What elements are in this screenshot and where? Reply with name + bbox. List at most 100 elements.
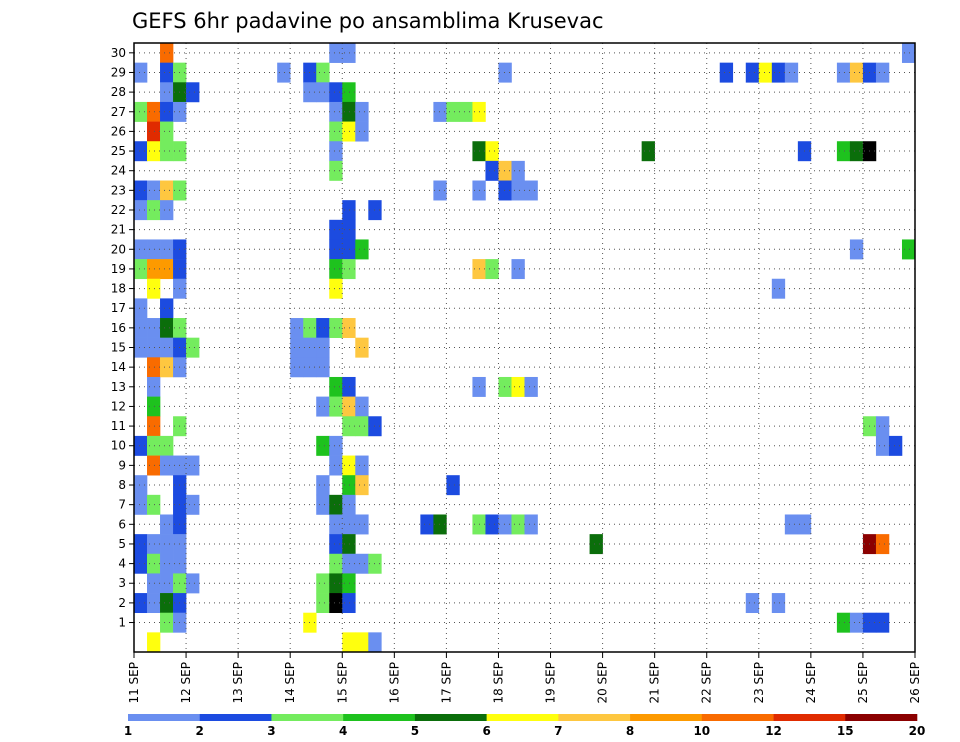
heatmap-cell [147, 573, 161, 594]
chart-title: GEFS 6hr padavine po ansamblima Krusevac [132, 9, 604, 33]
heatmap-cell [316, 435, 330, 456]
y-tick-label: 30 [111, 46, 126, 60]
heatmap-cell [160, 259, 174, 280]
heatmap-cell [160, 573, 174, 594]
heatmap-cell [316, 337, 330, 358]
heatmap-cell [342, 514, 356, 535]
heatmap-cell [147, 200, 161, 221]
heatmap-cell [147, 259, 161, 280]
heatmap-cell [160, 553, 174, 574]
x-tick-label: 14 SEP [283, 662, 297, 704]
heatmap-cell [524, 376, 538, 397]
heatmap-cell [147, 121, 161, 142]
colorbar-swatch [845, 714, 918, 721]
heatmap-cell [342, 632, 356, 653]
y-tick-label: 7 [118, 498, 126, 512]
colorbar-swatch [414, 714, 487, 721]
heatmap-cell [329, 455, 343, 476]
heatmap-cell [355, 553, 369, 574]
y-tick-label: 21 [111, 223, 126, 237]
heatmap-cell [901, 43, 916, 63]
heatmap-cell [316, 573, 330, 594]
y-tick-label: 26 [111, 124, 126, 138]
y-tick-label: 5 [118, 537, 126, 551]
heatmap-cell [511, 160, 525, 181]
heatmap-cell [355, 632, 369, 653]
heatmap-cell [134, 593, 148, 614]
heatmap-cell [160, 82, 174, 103]
heatmap-cell [160, 200, 174, 221]
heatmap-cell [342, 494, 356, 515]
heatmap-cell [875, 435, 890, 456]
heatmap-cell [498, 160, 512, 181]
heatmap-cell [147, 534, 161, 555]
y-tick-label: 22 [111, 203, 126, 217]
x-tick-label: 11 SEP [127, 662, 141, 704]
heatmap-cell [316, 82, 330, 103]
heatmap-cell [329, 573, 343, 594]
heatmap-cell [160, 337, 174, 358]
colorbar-label: 8 [626, 724, 634, 738]
colorbar-label: 10 [693, 724, 710, 738]
heatmap-cells [134, 43, 916, 653]
colorbar-label: 12 [765, 724, 782, 738]
heatmap-cell [342, 416, 356, 437]
heatmap-cell [186, 494, 200, 515]
heatmap-cell [342, 573, 356, 594]
heatmap-cell [433, 514, 447, 535]
x-tick-label: 23 SEP [752, 662, 766, 704]
heatmap-cell [485, 141, 499, 162]
y-tick-label: 29 [111, 65, 126, 79]
heatmap-cell [836, 141, 851, 162]
heatmap-cell [836, 612, 851, 633]
y-tick-label: 24 [111, 164, 126, 178]
heatmap-cell [290, 337, 304, 358]
heatmap-cell [329, 534, 343, 555]
heatmap-cell [355, 121, 369, 142]
heatmap-cell [849, 62, 864, 83]
heatmap-cell [147, 101, 161, 122]
gridlines [134, 43, 915, 652]
heatmap-cell [329, 160, 343, 181]
heatmap-cell [316, 62, 330, 83]
heatmap-cell [459, 101, 473, 122]
y-tick-label: 27 [111, 105, 126, 119]
heatmap-cell [368, 632, 382, 653]
heatmap-cell [355, 396, 369, 417]
colorbar-label: 5 [411, 724, 419, 738]
heatmap-cell [160, 435, 174, 456]
heatmap-cell [342, 593, 356, 614]
heatmap-cell [147, 455, 161, 476]
heatmap-cell [329, 376, 343, 397]
heatmap-cell [147, 318, 161, 338]
heatmap-cell [329, 259, 343, 280]
heatmap-cell [355, 416, 369, 437]
heatmap-cell [511, 259, 525, 280]
heatmap-cell [342, 101, 356, 122]
x-tick-label: 15 SEP [335, 662, 349, 704]
heatmap-cell [420, 514, 434, 535]
y-tick-label: 23 [111, 183, 126, 197]
x-tick-label: 26 SEP [908, 662, 922, 704]
x-tick-label: 25 SEP [856, 662, 870, 704]
colorbar-label: 2 [196, 724, 204, 738]
x-tick-label: 16 SEP [387, 662, 401, 704]
heatmap-cell [160, 180, 174, 201]
heatmap-cell [329, 239, 343, 260]
colorbar-swatch [128, 714, 201, 721]
heatmap-cell [329, 494, 343, 515]
heatmap-cell [160, 455, 174, 476]
heatmap-cell [836, 62, 851, 83]
heatmap-cell [446, 101, 460, 122]
heatmap-cell [485, 160, 499, 181]
heatmap-cell [134, 475, 148, 496]
heatmap-cell [485, 514, 499, 535]
y-tick-label: 11 [111, 419, 126, 433]
heatmap-cell [641, 141, 655, 162]
heatmap-cell [160, 534, 174, 555]
heatmap-cell [875, 62, 890, 83]
heatmap-cell [147, 141, 161, 162]
heatmap-cell [511, 180, 525, 201]
y-tick-label: 2 [118, 596, 126, 610]
heatmap-cell [758, 62, 773, 83]
